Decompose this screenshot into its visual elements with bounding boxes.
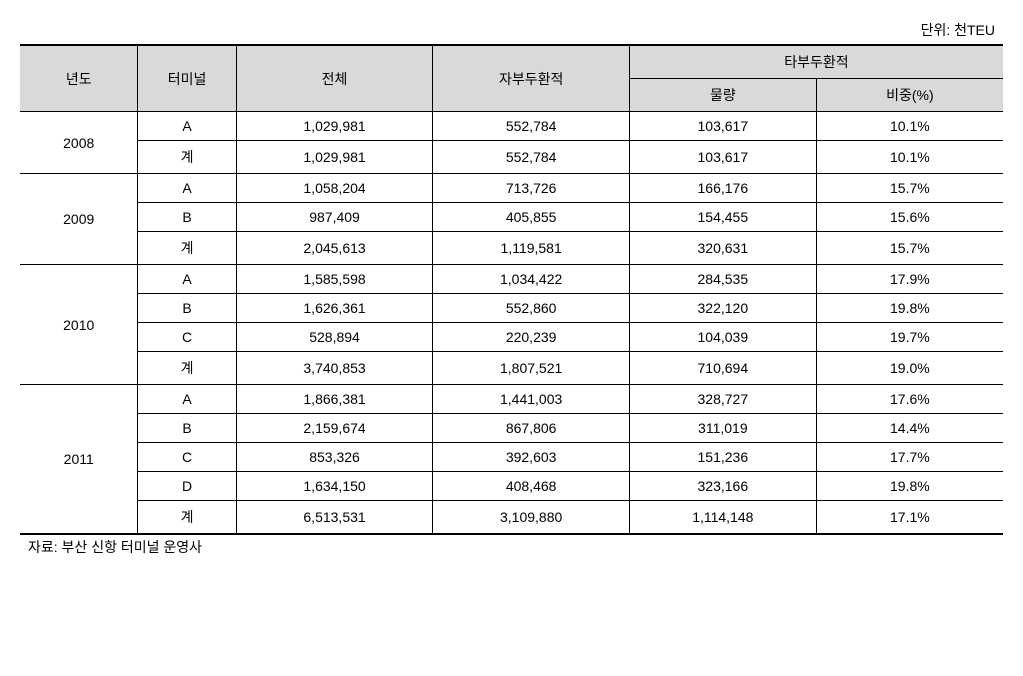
terminal-cell: 계 bbox=[138, 232, 236, 265]
total-cell: 987,409 bbox=[236, 203, 433, 232]
pct-cell: 17.6% bbox=[816, 385, 1003, 414]
table-row: 계 3,740,853 1,807,521 710,694 19.0% bbox=[20, 352, 1003, 385]
self-cell: 1,807,521 bbox=[433, 352, 630, 385]
pct-cell: 15.7% bbox=[816, 174, 1003, 203]
vol-cell: 328,727 bbox=[629, 385, 816, 414]
self-cell: 1,119,581 bbox=[433, 232, 630, 265]
table-row: B 1,626,361 552,860 322,120 19.8% bbox=[20, 294, 1003, 323]
vol-cell: 320,631 bbox=[629, 232, 816, 265]
vol-cell: 311,019 bbox=[629, 414, 816, 443]
total-cell: 1,058,204 bbox=[236, 174, 433, 203]
vol-cell: 151,236 bbox=[629, 443, 816, 472]
table-row: B 987,409 405,855 154,455 15.6% bbox=[20, 203, 1003, 232]
self-cell: 552,860 bbox=[433, 294, 630, 323]
year-cell: 2011 bbox=[20, 385, 138, 535]
header-ratio: 비중(%) bbox=[816, 79, 1003, 112]
terminal-cell: A bbox=[138, 265, 236, 294]
self-cell: 405,855 bbox=[433, 203, 630, 232]
terminal-cell: B bbox=[138, 294, 236, 323]
total-cell: 1,585,598 bbox=[236, 265, 433, 294]
terminal-cell: 계 bbox=[138, 501, 236, 535]
total-cell: 528,894 bbox=[236, 323, 433, 352]
self-cell: 552,784 bbox=[433, 141, 630, 174]
vol-cell: 322,120 bbox=[629, 294, 816, 323]
self-cell: 220,239 bbox=[433, 323, 630, 352]
pct-cell: 15.6% bbox=[816, 203, 1003, 232]
terminal-cell: A bbox=[138, 112, 236, 141]
vol-cell: 284,535 bbox=[629, 265, 816, 294]
total-cell: 1,029,981 bbox=[236, 112, 433, 141]
pct-cell: 10.1% bbox=[816, 112, 1003, 141]
vol-cell: 1,114,148 bbox=[629, 501, 816, 535]
pct-cell: 14.4% bbox=[816, 414, 1003, 443]
table-row: 2011 A 1,866,381 1,441,003 328,727 17.6% bbox=[20, 385, 1003, 414]
self-cell: 392,603 bbox=[433, 443, 630, 472]
terminal-cell: C bbox=[138, 323, 236, 352]
total-cell: 1,626,361 bbox=[236, 294, 433, 323]
terminal-cell: B bbox=[138, 203, 236, 232]
table-row: 계 2,045,613 1,119,581 320,631 15.7% bbox=[20, 232, 1003, 265]
self-cell: 1,034,422 bbox=[433, 265, 630, 294]
table-row: 계 6,513,531 3,109,880 1,114,148 17.1% bbox=[20, 501, 1003, 535]
header-terminal: 터미널 bbox=[138, 45, 236, 112]
data-table: 년도 터미널 전체 자부두환적 타부두환적 물량 비중(%) 2008 A 1,… bbox=[20, 44, 1003, 535]
self-cell: 867,806 bbox=[433, 414, 630, 443]
pct-cell: 17.9% bbox=[816, 265, 1003, 294]
pct-cell: 15.7% bbox=[816, 232, 1003, 265]
vol-cell: 103,617 bbox=[629, 141, 816, 174]
table-row: C 853,326 392,603 151,236 17.7% bbox=[20, 443, 1003, 472]
vol-cell: 710,694 bbox=[629, 352, 816, 385]
header-year: 년도 bbox=[20, 45, 138, 112]
pct-cell: 19.0% bbox=[816, 352, 1003, 385]
vol-cell: 104,039 bbox=[629, 323, 816, 352]
year-cell: 2008 bbox=[20, 112, 138, 174]
terminal-cell: C bbox=[138, 443, 236, 472]
self-cell: 1,441,003 bbox=[433, 385, 630, 414]
header-self-dock: 자부두환적 bbox=[433, 45, 630, 112]
pct-cell: 17.1% bbox=[816, 501, 1003, 535]
table-row: 계 1,029,981 552,784 103,617 10.1% bbox=[20, 141, 1003, 174]
total-cell: 1,634,150 bbox=[236, 472, 433, 501]
total-cell: 3,740,853 bbox=[236, 352, 433, 385]
vol-cell: 166,176 bbox=[629, 174, 816, 203]
self-cell: 713,726 bbox=[433, 174, 630, 203]
table-row: 2009 A 1,058,204 713,726 166,176 15.7% bbox=[20, 174, 1003, 203]
pct-cell: 17.7% bbox=[816, 443, 1003, 472]
source-note: 자료: 부산 신항 터미널 운영사 bbox=[20, 537, 1003, 557]
header-other-dock: 타부두환적 bbox=[629, 45, 1003, 79]
table-row: D 1,634,150 408,468 323,166 19.8% bbox=[20, 472, 1003, 501]
terminal-cell: 계 bbox=[138, 141, 236, 174]
terminal-cell: 계 bbox=[138, 352, 236, 385]
terminal-cell: D bbox=[138, 472, 236, 501]
total-cell: 853,326 bbox=[236, 443, 433, 472]
total-cell: 6,513,531 bbox=[236, 501, 433, 535]
total-cell: 2,045,613 bbox=[236, 232, 433, 265]
terminal-cell: B bbox=[138, 414, 236, 443]
vol-cell: 154,455 bbox=[629, 203, 816, 232]
header-total: 전체 bbox=[236, 45, 433, 112]
total-cell: 1,866,381 bbox=[236, 385, 433, 414]
table-row: B 2,159,674 867,806 311,019 14.4% bbox=[20, 414, 1003, 443]
terminal-cell: A bbox=[138, 174, 236, 203]
self-cell: 552,784 bbox=[433, 112, 630, 141]
table-row: 2008 A 1,029,981 552,784 103,617 10.1% bbox=[20, 112, 1003, 141]
year-cell: 2010 bbox=[20, 265, 138, 385]
self-cell: 3,109,880 bbox=[433, 501, 630, 535]
table-row: 2010 A 1,585,598 1,034,422 284,535 17.9% bbox=[20, 265, 1003, 294]
pct-cell: 19.8% bbox=[816, 294, 1003, 323]
self-cell: 408,468 bbox=[433, 472, 630, 501]
vol-cell: 323,166 bbox=[629, 472, 816, 501]
total-cell: 1,029,981 bbox=[236, 141, 433, 174]
vol-cell: 103,617 bbox=[629, 112, 816, 141]
year-cell: 2009 bbox=[20, 174, 138, 265]
pct-cell: 10.1% bbox=[816, 141, 1003, 174]
pct-cell: 19.8% bbox=[816, 472, 1003, 501]
unit-label: 단위: 천TEU bbox=[20, 20, 1003, 40]
table-row: C 528,894 220,239 104,039 19.7% bbox=[20, 323, 1003, 352]
terminal-cell: A bbox=[138, 385, 236, 414]
header-volume: 물량 bbox=[629, 79, 816, 112]
total-cell: 2,159,674 bbox=[236, 414, 433, 443]
pct-cell: 19.7% bbox=[816, 323, 1003, 352]
